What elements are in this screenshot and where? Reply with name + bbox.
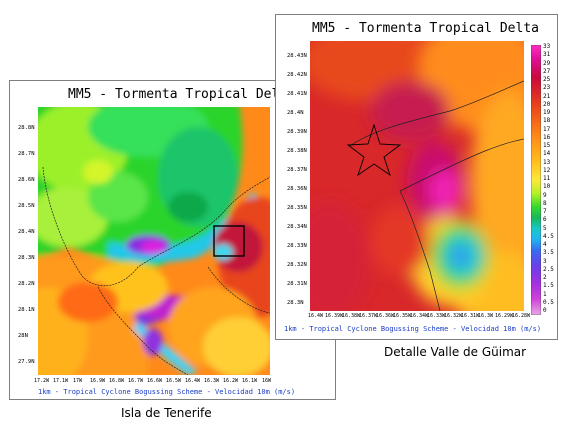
colorbar-label: 2	[543, 274, 547, 281]
lat-label: 28.4N	[287, 110, 304, 116]
guimar-detail-box	[213, 225, 245, 257]
lon-label: 16.4W	[185, 378, 201, 384]
colorbar-label: 8	[543, 199, 547, 207]
lat-label: 28.37N	[287, 167, 307, 173]
colorbar-label: 7	[543, 208, 547, 215]
lon-label: 16.7W	[128, 378, 144, 384]
lon-label: 16.31W	[461, 313, 480, 319]
lon-label: 16.39W	[325, 313, 344, 319]
colorbar-label: 21	[543, 92, 551, 100]
lat-label: 28.33N	[287, 243, 307, 249]
guimar-map-title: MM5 - Tormenta Tropical Delta	[312, 21, 539, 36]
colorbar-label: 6	[543, 216, 547, 224]
guimar-map-footer: 1km - Tropical Cyclone Bogussing Scheme …	[284, 325, 542, 333]
colorbar-label: 29	[543, 59, 551, 67]
lon-label: 16.28W	[512, 313, 531, 319]
tenerife-wind-map	[38, 107, 270, 375]
colorbar-label: 25	[543, 76, 551, 83]
colorbar-label: 14	[543, 150, 551, 158]
lon-label: 16.8W	[109, 378, 125, 384]
lat-label: 28.3N	[287, 300, 304, 306]
lon-label: 16.3W	[204, 378, 220, 384]
tenerife-caption: Isla de Tenerife	[121, 406, 212, 420]
colorbar-label: 20	[543, 100, 551, 108]
lon-label: 17.1W	[53, 378, 69, 384]
lat-label: 28.32N	[287, 262, 307, 268]
guimar-detail-panel: MM5 - Tormenta Tropical Delta	[275, 14, 558, 340]
colorbar-label: 13	[543, 158, 551, 166]
lat-label: 28.36N	[287, 186, 307, 192]
lon-label: 16W	[262, 378, 272, 384]
colorbar-label: 1.5	[543, 282, 554, 290]
colorbar-label: 18	[543, 117, 551, 125]
tenerife-map-footer: 1km - Tropical Cyclone Bogussing Scheme …	[38, 388, 296, 396]
lat-label: 28.38N	[287, 148, 307, 154]
star-marker	[346, 123, 402, 177]
lon-label: 16.34W	[410, 313, 429, 319]
colorbar-label: 2.5	[543, 265, 554, 273]
lat-label: 27.9N	[18, 359, 35, 365]
lat-label: 28.2N	[18, 281, 35, 287]
colorbar-label: 4.5	[543, 232, 554, 240]
wind-speed-colorbar	[531, 45, 541, 315]
colorbar-label: 9	[543, 191, 547, 199]
colorbar-label: 16	[543, 133, 551, 141]
guimar-wind-map	[310, 41, 524, 311]
lat-label: 28.1N	[18, 307, 35, 313]
lon-label: 16.9W	[90, 378, 106, 384]
lat-label: 28.35N	[287, 205, 307, 211]
tenerife-map-title: MM5 - Tormenta Tropical Delta	[68, 87, 295, 102]
colorbar-label: 15	[543, 142, 551, 149]
colorbar-label: 3.5	[543, 249, 554, 257]
lon-label: 16.29W	[495, 313, 514, 319]
guimar-caption: Detalle Valle de Güimar	[384, 345, 527, 359]
lon-label: 16.33W	[427, 313, 446, 319]
colorbar-label: 10	[543, 183, 551, 191]
lon-label: 16.38W	[342, 313, 361, 319]
lat-label: 28.34N	[287, 224, 307, 230]
colorbar-label: 17	[543, 125, 551, 133]
colorbar-label: 11	[543, 175, 551, 182]
lat-label: 28.39N	[287, 129, 307, 135]
colorbar-label: 23	[543, 84, 551, 92]
lat-label: 28.43N	[287, 53, 307, 59]
colorbar-label: 0.5	[543, 298, 554, 306]
lat-label: 28.41N	[287, 91, 307, 97]
lon-label: 17W	[73, 378, 83, 384]
colorbar-label: 0	[543, 307, 547, 314]
lon-label: 16.1W	[242, 378, 258, 384]
colorbar-label: 12	[543, 166, 551, 174]
colorbar-label: 4	[543, 241, 547, 248]
lon-label: 16.36W	[376, 313, 395, 319]
lat-label: 28.6N	[18, 177, 35, 183]
lat-label: 28.42N	[287, 72, 307, 78]
lat-label: 28.5N	[18, 203, 35, 209]
colorbar-label: 27	[543, 67, 551, 75]
lon-label: 16.32W	[444, 313, 463, 319]
lon-label: 16.35W	[393, 313, 412, 319]
lon-label: 16.4W	[308, 313, 324, 319]
colorbar-label: 3	[543, 257, 547, 265]
colorbar-label: 19	[543, 109, 551, 116]
colorbar-label: 31	[543, 51, 551, 59]
colorbar-label: 1	[543, 290, 547, 298]
lat-label: 28N	[18, 333, 28, 339]
lon-label: 16.3W	[478, 313, 494, 319]
lat-label: 28.7N	[18, 151, 35, 157]
lat-label: 28.8N	[18, 125, 35, 131]
lon-label: 16.6W	[147, 378, 163, 384]
colorbar-label: 33	[543, 43, 551, 50]
lon-label: 17.2W	[34, 378, 50, 384]
lat-label: 28.4N	[18, 229, 35, 235]
lon-label: 16.37W	[359, 313, 378, 319]
colorbar-label: 5	[543, 224, 547, 232]
lon-label: 16.2W	[223, 378, 239, 384]
lon-label: 16.5W	[166, 378, 182, 384]
lat-label: 28.31N	[287, 281, 307, 287]
lat-label: 28.3N	[18, 255, 35, 261]
